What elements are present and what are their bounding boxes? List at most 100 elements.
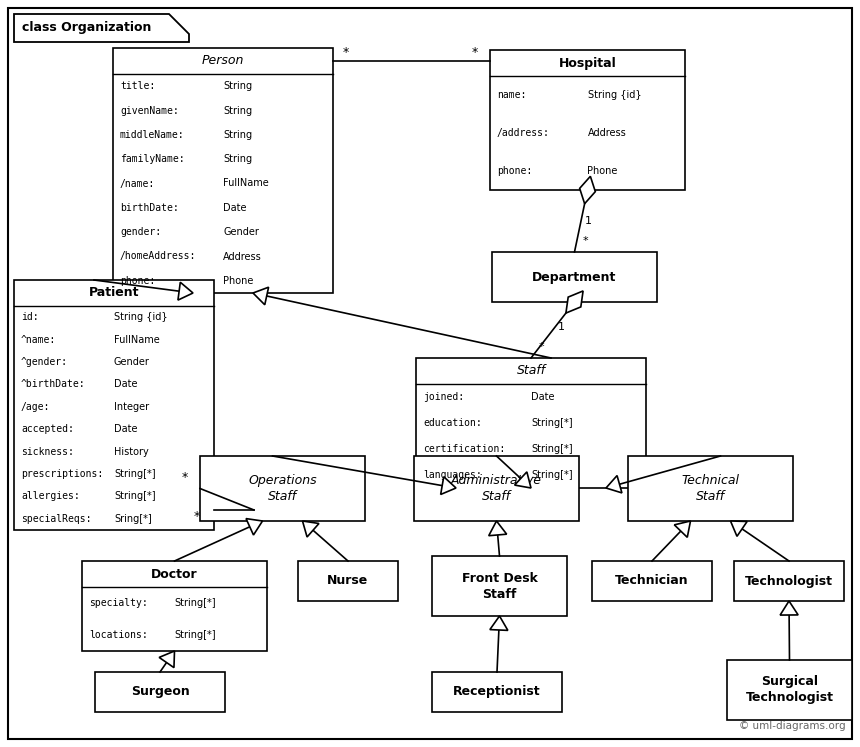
Text: Address: Address [587, 128, 626, 138]
Text: Administrative
Staff: Administrative Staff [451, 474, 542, 503]
Text: Patient: Patient [89, 287, 139, 300]
Text: middleName:: middleName: [120, 130, 185, 140]
Text: String[*]: String[*] [175, 630, 216, 640]
Text: String: String [223, 154, 252, 164]
Text: *: * [343, 46, 349, 59]
Text: Address: Address [223, 252, 261, 261]
Polygon shape [580, 176, 595, 204]
Text: 1: 1 [586, 216, 593, 226]
Text: joined:: joined: [423, 392, 464, 402]
Bar [414, 456, 579, 521]
Text: Date: Date [223, 203, 247, 213]
Text: prescriptions:: prescriptions: [21, 469, 103, 479]
Text: /homeAddress:: /homeAddress: [120, 252, 196, 261]
Bar [628, 456, 793, 521]
Text: Front Desk
Staff: Front Desk Staff [462, 571, 538, 601]
Bar [432, 556, 567, 616]
Text: String: String [223, 130, 252, 140]
Text: class Organization: class Organization [22, 22, 151, 34]
Polygon shape [514, 472, 531, 488]
Text: Date: Date [114, 424, 138, 434]
Polygon shape [440, 477, 456, 495]
Text: Date: Date [531, 392, 555, 402]
Polygon shape [780, 601, 798, 615]
Text: *: * [182, 471, 188, 483]
Polygon shape [303, 521, 319, 537]
Text: Receptionist: Receptionist [453, 686, 541, 698]
Text: String[*]: String[*] [531, 444, 573, 454]
Text: Date: Date [114, 379, 138, 389]
Polygon shape [674, 521, 691, 537]
Text: title:: title: [120, 81, 156, 91]
Bar [200, 456, 365, 521]
Bar [14, 280, 214, 530]
Text: Integer: Integer [114, 402, 149, 412]
Bar [113, 48, 333, 293]
Text: FullName: FullName [114, 335, 160, 344]
Polygon shape [159, 651, 175, 668]
Text: ^name:: ^name: [21, 335, 56, 344]
Text: birthDate:: birthDate: [120, 203, 179, 213]
Text: 1: 1 [558, 322, 565, 332]
Text: Technician: Technician [615, 574, 689, 587]
Text: certification:: certification: [423, 444, 506, 454]
Text: ^gender:: ^gender: [21, 357, 68, 367]
Text: String[*]: String[*] [114, 492, 156, 501]
Text: © uml-diagrams.org: © uml-diagrams.org [740, 721, 846, 731]
Text: phone:: phone: [497, 166, 532, 176]
Bar [82, 561, 267, 651]
Text: *: * [582, 236, 588, 246]
Text: Hospital: Hospital [559, 57, 617, 69]
Polygon shape [488, 521, 507, 536]
Polygon shape [253, 287, 268, 305]
Polygon shape [490, 616, 508, 630]
Polygon shape [730, 521, 747, 536]
Text: accepted:: accepted: [21, 424, 74, 434]
Text: *: * [472, 46, 478, 59]
Text: Gender: Gender [223, 227, 259, 237]
Text: Doctor: Doctor [151, 568, 198, 580]
Text: sickness:: sickness: [21, 447, 74, 456]
Text: locations:: locations: [89, 630, 148, 640]
Bar [298, 561, 398, 601]
Text: Gender: Gender [114, 357, 150, 367]
Text: History: History [114, 447, 149, 456]
Polygon shape [246, 518, 262, 535]
Text: String[*]: String[*] [175, 598, 216, 608]
Text: String {id}: String {id} [114, 312, 168, 322]
Text: /address:: /address: [497, 128, 550, 138]
Text: name:: name: [497, 90, 526, 100]
Bar [432, 672, 562, 712]
Text: Department: Department [532, 270, 617, 284]
Text: Nurse: Nurse [328, 574, 369, 587]
Polygon shape [178, 282, 193, 300]
Text: familyName:: familyName: [120, 154, 185, 164]
Text: Operations
Staff: Operations Staff [249, 474, 316, 503]
Text: Surgeon: Surgeon [131, 686, 189, 698]
Text: Sring[*]: Sring[*] [114, 514, 151, 524]
Text: Person: Person [202, 55, 244, 67]
Text: languages:: languages: [423, 470, 482, 480]
Text: /name:: /name: [120, 179, 156, 188]
Text: Staff: Staff [517, 365, 545, 377]
Text: Technical
Staff: Technical Staff [681, 474, 740, 503]
Polygon shape [566, 291, 583, 313]
Text: specialReqs:: specialReqs: [21, 514, 91, 524]
Text: gender:: gender: [120, 227, 161, 237]
Text: givenName:: givenName: [120, 105, 179, 116]
Text: *: * [539, 342, 544, 352]
Polygon shape [14, 14, 189, 42]
Text: allergies:: allergies: [21, 492, 80, 501]
Bar [492, 252, 657, 302]
Bar [416, 358, 646, 488]
Text: String[*]: String[*] [531, 470, 573, 480]
Text: phone:: phone: [120, 276, 156, 286]
Text: id:: id: [21, 312, 39, 322]
Text: Phone: Phone [223, 276, 254, 286]
Bar [592, 561, 712, 601]
Text: ^birthDate:: ^birthDate: [21, 379, 86, 389]
Text: String {id}: String {id} [587, 90, 641, 100]
Text: String: String [223, 105, 252, 116]
Text: education:: education: [423, 418, 482, 428]
Bar [95, 672, 225, 712]
